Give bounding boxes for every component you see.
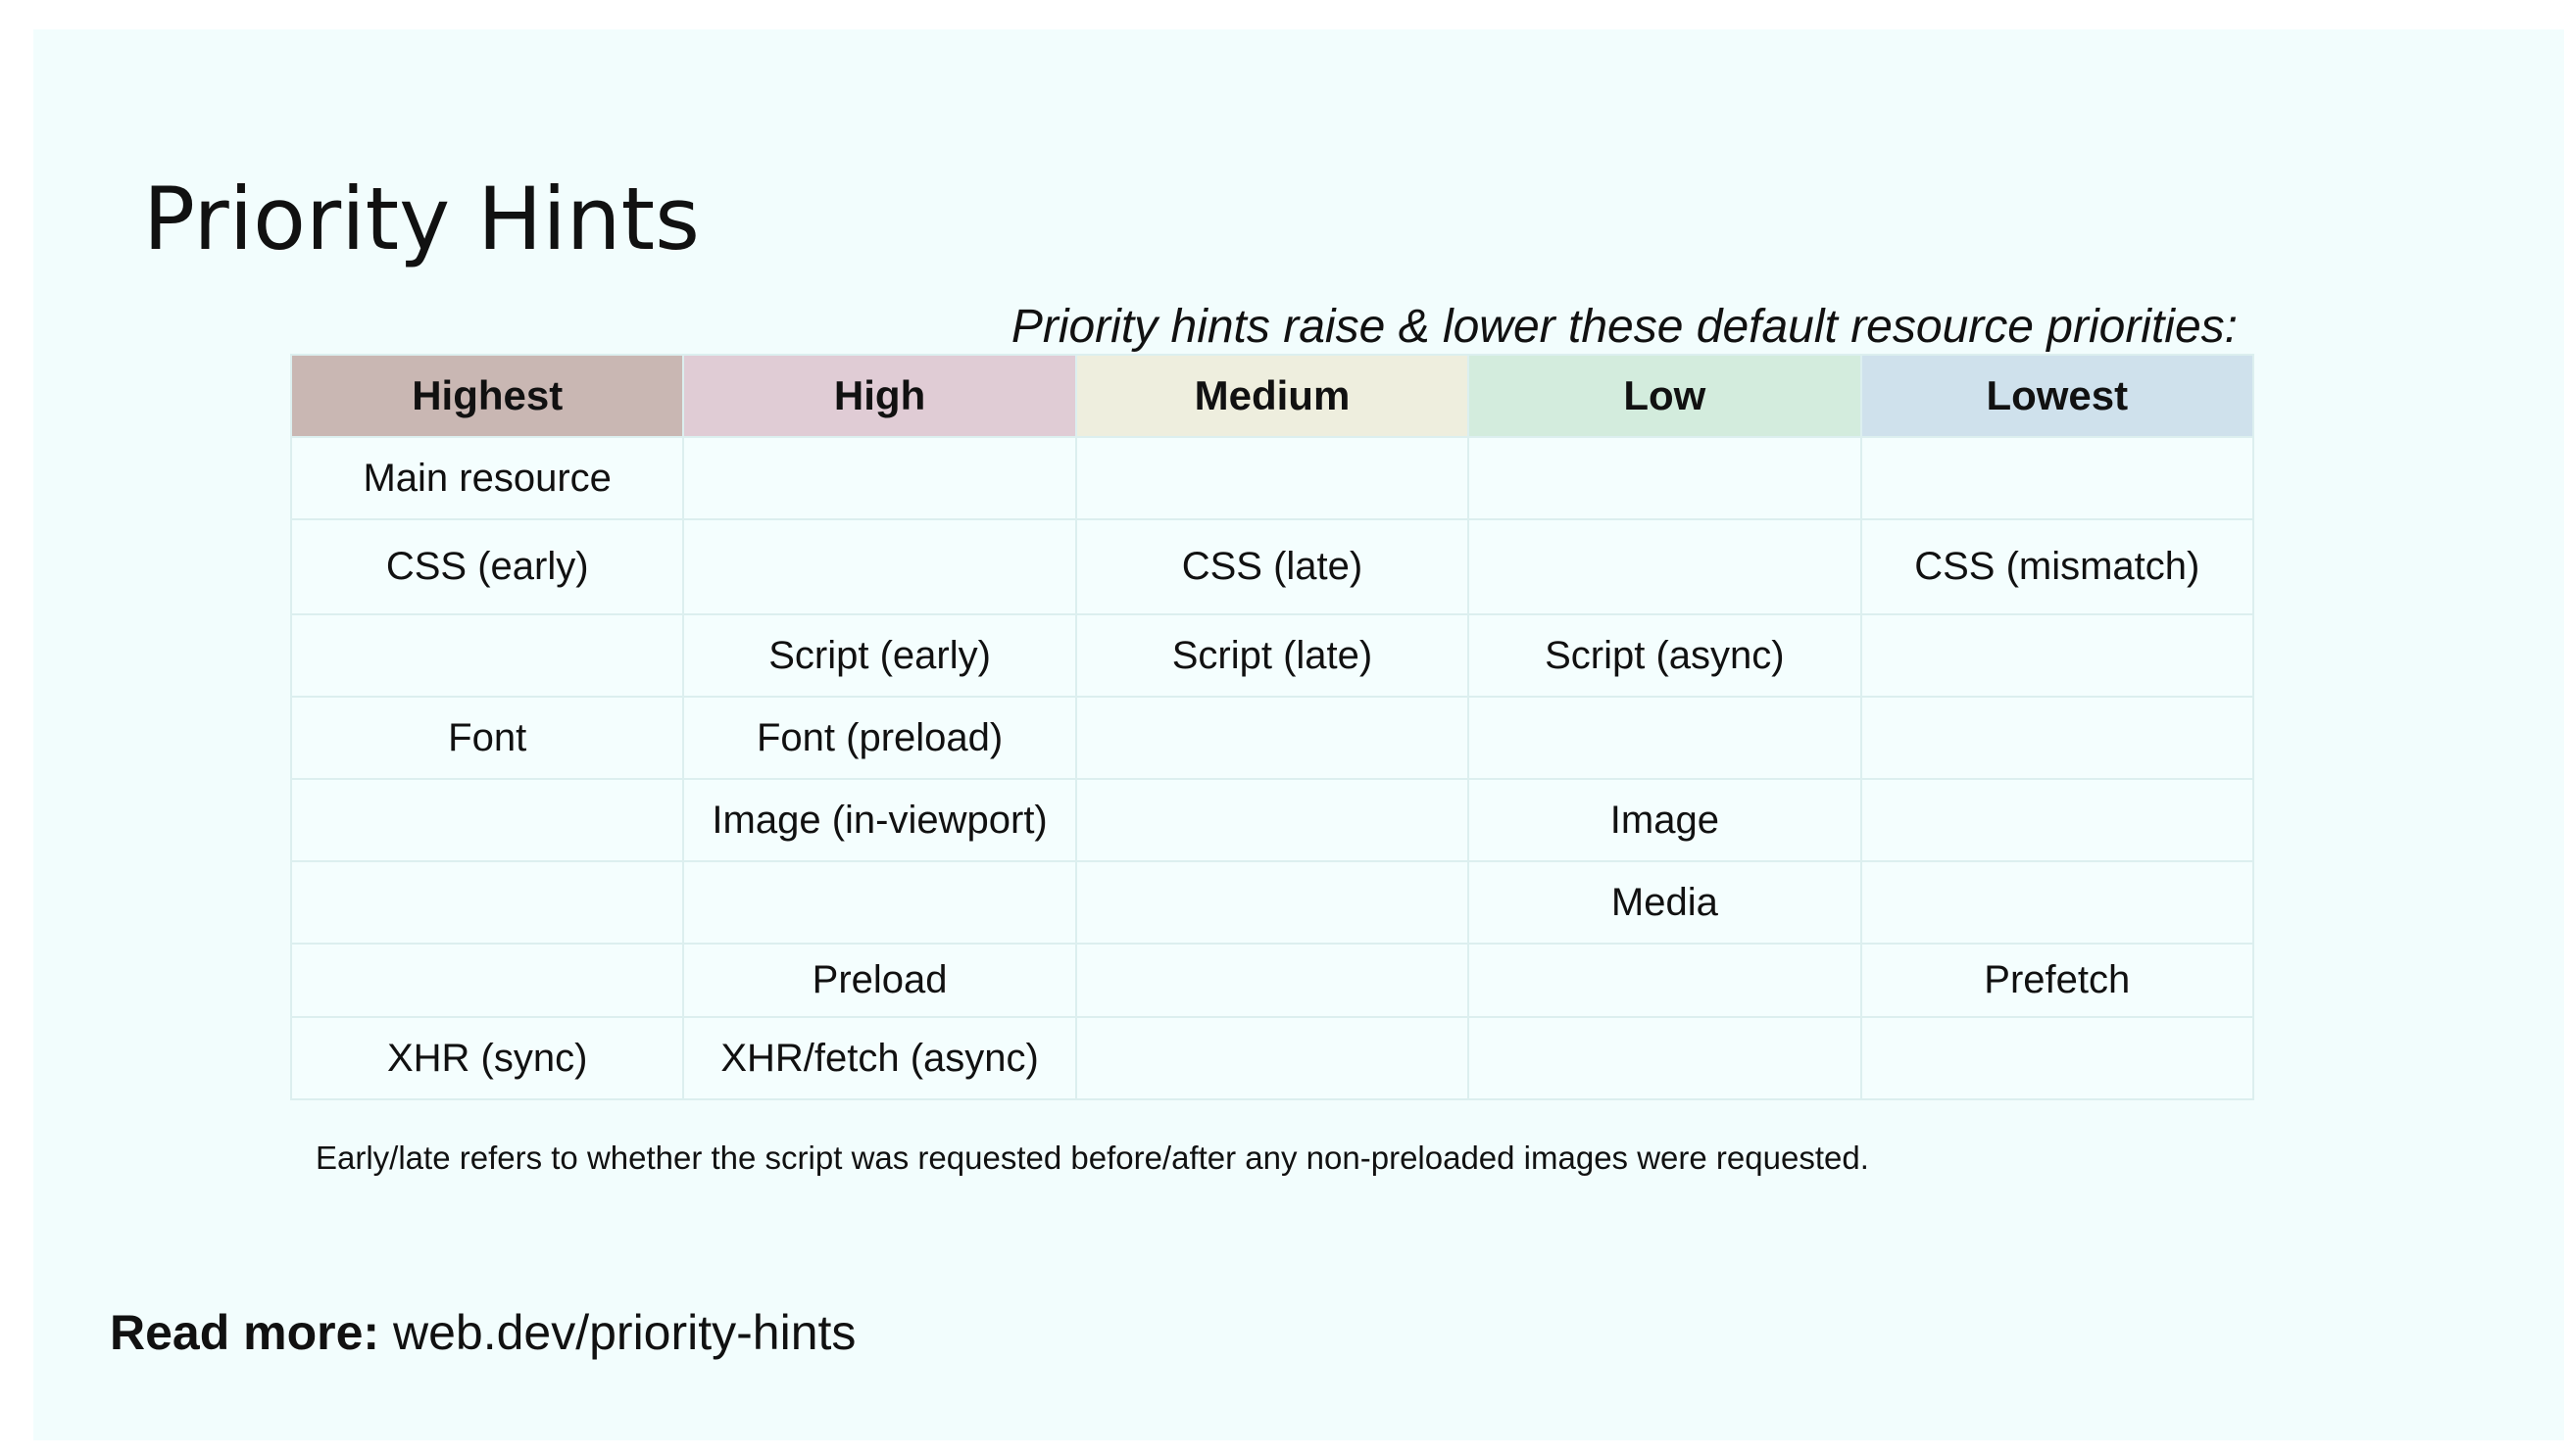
table-cell bbox=[1074, 696, 1470, 780]
table-cell bbox=[1859, 613, 2255, 698]
table-cell bbox=[1467, 943, 1862, 1018]
table-cell bbox=[682, 518, 1077, 615]
table-cell bbox=[1859, 778, 2255, 862]
table-cell bbox=[1467, 518, 1862, 615]
table-cell bbox=[1859, 696, 2255, 780]
table-cell: Main resource bbox=[289, 436, 685, 520]
table-cell: CSS (late) bbox=[1074, 518, 1470, 615]
table-cell: Font bbox=[289, 696, 685, 780]
table-cell: Image (in-viewport) bbox=[682, 778, 1077, 862]
table-cell bbox=[289, 943, 685, 1018]
table-cell: Script (async) bbox=[1467, 613, 1862, 698]
header-high: High bbox=[682, 354, 1077, 438]
table-header-row: Highest High Medium Low Lowest bbox=[289, 354, 2255, 438]
table-cell bbox=[289, 613, 685, 698]
table-cell: Media bbox=[1467, 860, 1862, 945]
table-cell bbox=[1859, 436, 2255, 520]
table-cell: XHR (sync) bbox=[289, 1016, 685, 1100]
slide-title: Priority Hints bbox=[143, 169, 700, 269]
table-row: Image (in-viewport) Image bbox=[289, 778, 2255, 862]
table-cell bbox=[1074, 1016, 1470, 1100]
table-row: Preload Prefetch bbox=[289, 943, 2255, 1018]
table-row: Main resource bbox=[289, 436, 2255, 520]
table-cell: Script (early) bbox=[682, 613, 1077, 698]
table-cell: Prefetch bbox=[1859, 943, 2255, 1018]
table-cell: CSS (mismatch) bbox=[1859, 518, 2255, 615]
table-cell bbox=[1074, 860, 1470, 945]
table-cell: XHR/fetch (async) bbox=[682, 1016, 1077, 1100]
footnote: Early/late refers to whether the script … bbox=[316, 1140, 1869, 1176]
table-cell bbox=[289, 860, 685, 945]
table-cell bbox=[1467, 1016, 1862, 1100]
header-low: Low bbox=[1467, 354, 1862, 438]
table-cell bbox=[1859, 860, 2255, 945]
table-cell bbox=[1074, 778, 1470, 862]
header-highest: Highest bbox=[289, 354, 685, 438]
header-lowest: Lowest bbox=[1859, 354, 2255, 438]
table-cell: Image bbox=[1467, 778, 1862, 862]
read-more: Read more: web.dev/priority-hints bbox=[110, 1308, 856, 1357]
table-cell: Preload bbox=[682, 943, 1077, 1018]
table-row: Media bbox=[289, 860, 2255, 945]
priority-table: Highest High Medium Low Lowest Main reso… bbox=[289, 354, 2255, 1100]
table-cell bbox=[682, 860, 1077, 945]
table-cell bbox=[682, 436, 1077, 520]
table-cell bbox=[1074, 943, 1470, 1018]
table-row: XHR (sync) XHR/fetch (async) bbox=[289, 1016, 2255, 1100]
read-more-link[interactable]: web.dev/priority-hints bbox=[392, 1305, 857, 1360]
table-row: Font Font (preload) bbox=[289, 696, 2255, 780]
table-cell bbox=[1467, 696, 1862, 780]
table-row: CSS (early) CSS (late) CSS (mismatch) bbox=[289, 518, 2255, 615]
table-cell bbox=[1859, 1016, 2255, 1100]
table-cell: Script (late) bbox=[1074, 613, 1470, 698]
table-cell: CSS (early) bbox=[289, 518, 685, 615]
table-cell: Font (preload) bbox=[682, 696, 1077, 780]
table-cell bbox=[1467, 436, 1862, 520]
table-row: Script (early) Script (late) Script (asy… bbox=[289, 613, 2255, 698]
header-medium: Medium bbox=[1074, 354, 1470, 438]
table-cell bbox=[289, 778, 685, 862]
read-more-label: Read more: bbox=[110, 1305, 380, 1360]
slide-subtitle: Priority hints raise & lower these defau… bbox=[1011, 301, 2238, 353]
table-cell bbox=[1074, 436, 1470, 520]
